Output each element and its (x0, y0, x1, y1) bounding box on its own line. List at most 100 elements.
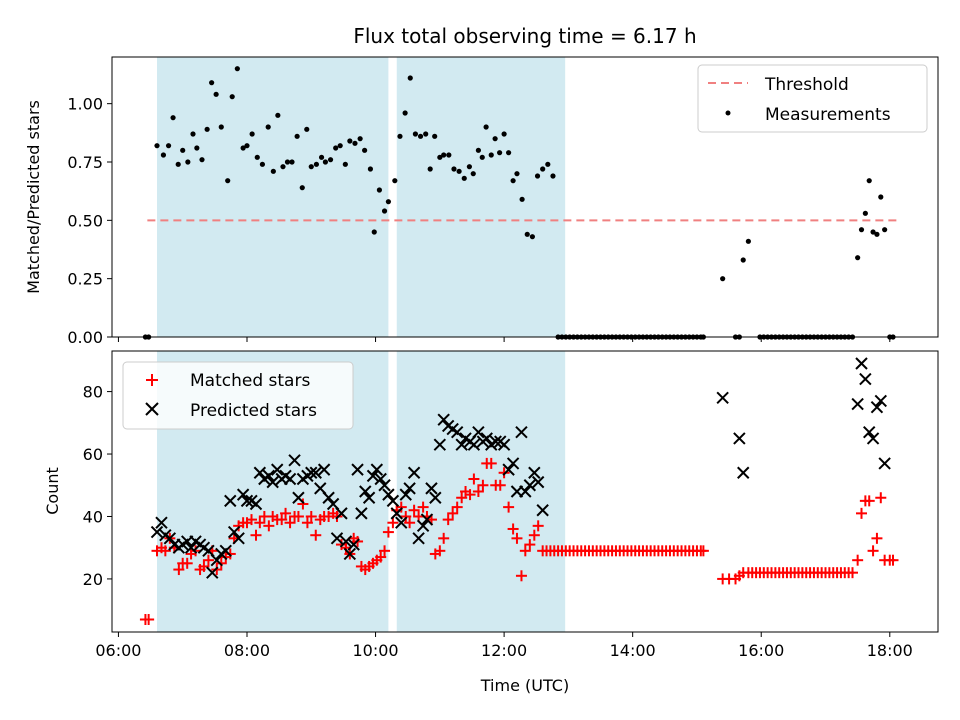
measurement-point (170, 115, 176, 121)
matched-star-point (181, 557, 193, 569)
measurement-point (432, 133, 438, 139)
predicted-star-point (236, 488, 250, 501)
y-tick-label: 0.25 (67, 270, 103, 289)
measurement-point (294, 133, 300, 139)
measurement-point (451, 166, 457, 172)
bottom-axes-frame (111, 350, 939, 633)
predicted-star-point (425, 482, 438, 495)
x-tick-label: 06:00 (95, 641, 141, 660)
predicted-star-point (305, 466, 318, 479)
matched-star-point (528, 529, 540, 541)
measurement-point (284, 159, 291, 165)
measurement-point (190, 131, 196, 137)
matched-star-point (173, 564, 185, 576)
measurement-point (381, 208, 388, 214)
legend-measurements-swatch (725, 110, 731, 116)
matched-star-point (451, 501, 463, 513)
predicted-star-point (497, 438, 511, 451)
top-legend: Threshold Measurements (697, 64, 928, 133)
predicted-star-point (716, 391, 729, 405)
predicted-star-point (232, 532, 245, 545)
measurement-point (740, 257, 746, 263)
matched-star-point (472, 486, 484, 497)
predicted-star-point (366, 469, 380, 483)
predicted-star-point (506, 457, 520, 470)
predicted-star-point (407, 466, 421, 479)
predicted-star-point (317, 463, 331, 476)
measurement-point (470, 171, 476, 177)
measurement-point (402, 110, 408, 116)
predicted-star-point (863, 425, 876, 439)
matched-star-point (395, 501, 407, 513)
bottom-x-axis-ticks: 06:00 08:00 10:00 12:00 14:00 16:00 18:00 (95, 632, 913, 660)
measurement-point (275, 112, 281, 118)
matched-star-point (198, 560, 210, 572)
predicted-star-point (335, 507, 348, 520)
legend-measurements-label: Measurements (765, 105, 891, 125)
predicted-star-point (515, 425, 528, 439)
predicted-stars-points (150, 357, 891, 579)
panel-ratio: 0.00 0.25 0.50 0.75 1.00 Matched/Predicted s… (24, 56, 939, 347)
measurement-point (479, 154, 485, 160)
matched-star-point (159, 545, 171, 557)
predicted-star-point (855, 357, 868, 370)
x-tick-label: 14:00 (610, 641, 656, 660)
measurement-point (249, 131, 255, 137)
measurement-point (540, 166, 546, 172)
matched-star-point (519, 545, 531, 557)
predicted-star-point (519, 485, 532, 498)
predicted-star-point (467, 438, 481, 451)
predicted-star-point (374, 472, 387, 486)
predicted-star-point (480, 432, 493, 445)
matched-star-point (254, 517, 266, 529)
predicted-star-point (347, 538, 360, 551)
matched-star-point (511, 532, 523, 544)
predicted-star-point (437, 413, 450, 426)
predicted-star-point (429, 491, 442, 504)
measurement-point (529, 234, 535, 240)
y-tick-label: 60 (83, 445, 103, 464)
measurement-point (466, 164, 472, 170)
predicted-star-point (382, 488, 395, 501)
predicted-star-point (283, 472, 297, 486)
measurement-point (545, 161, 551, 167)
y-tick-label: 1.00 (67, 95, 103, 114)
measurement-point (874, 231, 880, 237)
predicted-star-point (502, 463, 515, 476)
predicted-star-point (224, 494, 237, 508)
matched-star-point (697, 545, 709, 557)
matched-star-point (387, 517, 399, 529)
predicted-star-point (270, 463, 284, 476)
matched-star-point (485, 457, 497, 469)
top-axes-frame (111, 56, 939, 338)
measurement-point (234, 66, 240, 72)
matched-star-point (847, 567, 859, 579)
measurement-point (299, 185, 305, 191)
matched-star-point (494, 479, 506, 491)
predicted-star-point (322, 491, 335, 504)
matched-star-point (507, 523, 519, 535)
predicted-star-point (351, 463, 364, 476)
measurement-point (492, 136, 498, 142)
measurement-point (456, 168, 462, 174)
matched-star-point (442, 514, 454, 526)
predicted-star-point (266, 475, 279, 489)
predicted-star-point (370, 463, 384, 476)
predicted-star-point (737, 466, 750, 479)
measurement-point (385, 199, 392, 205)
predicted-star-point (412, 532, 425, 545)
measurement-point (244, 143, 250, 149)
predicted-star-point (395, 516, 408, 529)
measurement-point (855, 255, 861, 261)
predicted-star-point (362, 491, 376, 504)
measurement-point (313, 161, 320, 167)
predicted-star-point (866, 432, 880, 445)
matched-star-point (284, 517, 296, 529)
matched-star-point (379, 545, 391, 557)
shaded-interval-1 (156, 57, 389, 337)
predicted-star-point (528, 466, 541, 479)
measurement-point (461, 175, 467, 181)
matched-star-point (863, 495, 875, 507)
shaded-interval-2 (396, 57, 566, 337)
